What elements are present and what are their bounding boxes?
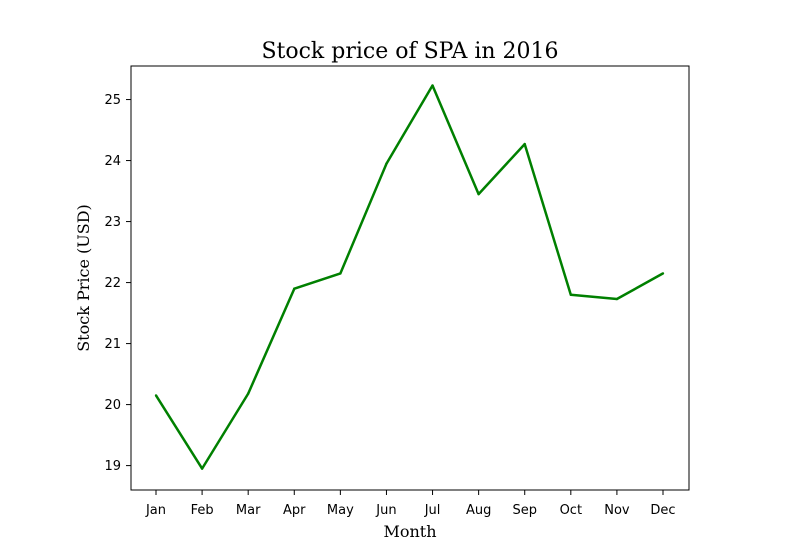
x-tick-label: Jan bbox=[145, 503, 166, 518]
y-tick-label: 22 bbox=[104, 276, 121, 291]
x-tick-label: Sep bbox=[512, 503, 537, 518]
y-tick-label: 25 bbox=[104, 93, 121, 108]
x-tick-label: Oct bbox=[560, 503, 582, 518]
plot-frame bbox=[130, 65, 690, 491]
y-axis: 19 20 21 22 23 24 25 bbox=[104, 93, 131, 474]
y-tick-label: 19 bbox=[104, 459, 121, 474]
data-point bbox=[431, 84, 434, 87]
data-point bbox=[339, 272, 342, 275]
y-tick-label: 23 bbox=[104, 215, 121, 230]
x-tick-label: Mar bbox=[236, 503, 261, 518]
x-tick-label: Dec bbox=[650, 503, 675, 518]
data-point bbox=[154, 394, 158, 397]
x-tick-label: Jun bbox=[375, 503, 396, 518]
x-tick-label: Jul bbox=[424, 503, 441, 518]
y-tick-label: 20 bbox=[104, 398, 121, 413]
series-line bbox=[154, 84, 664, 470]
y-tick-label: 24 bbox=[104, 154, 121, 169]
y-tick-label: 21 bbox=[104, 337, 121, 352]
x-tick-label: Nov bbox=[604, 503, 630, 518]
data-point bbox=[200, 467, 204, 470]
x-tick-label: Apr bbox=[283, 503, 306, 518]
data-point bbox=[293, 287, 296, 290]
y-axis-label: Stock Price (USD) bbox=[74, 204, 93, 352]
data-point bbox=[661, 272, 665, 275]
data-point bbox=[477, 192, 480, 196]
data-point bbox=[569, 293, 573, 296]
x-tick-label: Feb bbox=[191, 503, 214, 518]
x-tick-label: Aug bbox=[466, 503, 491, 518]
data-point bbox=[246, 392, 250, 395]
x-axis: Jan Feb Mar Apr May Jun Jul Aug Sep Oct Nov Dec bbox=[145, 490, 676, 518]
data-point bbox=[385, 162, 388, 165]
chart-title: Stock price of SPA in 2016 bbox=[261, 39, 558, 64]
x-tick-label: May bbox=[327, 503, 354, 518]
series-layer bbox=[154, 84, 665, 470]
x-axis-label: Month bbox=[383, 522, 436, 541]
data-point bbox=[523, 142, 526, 146]
data-point bbox=[615, 297, 619, 301]
